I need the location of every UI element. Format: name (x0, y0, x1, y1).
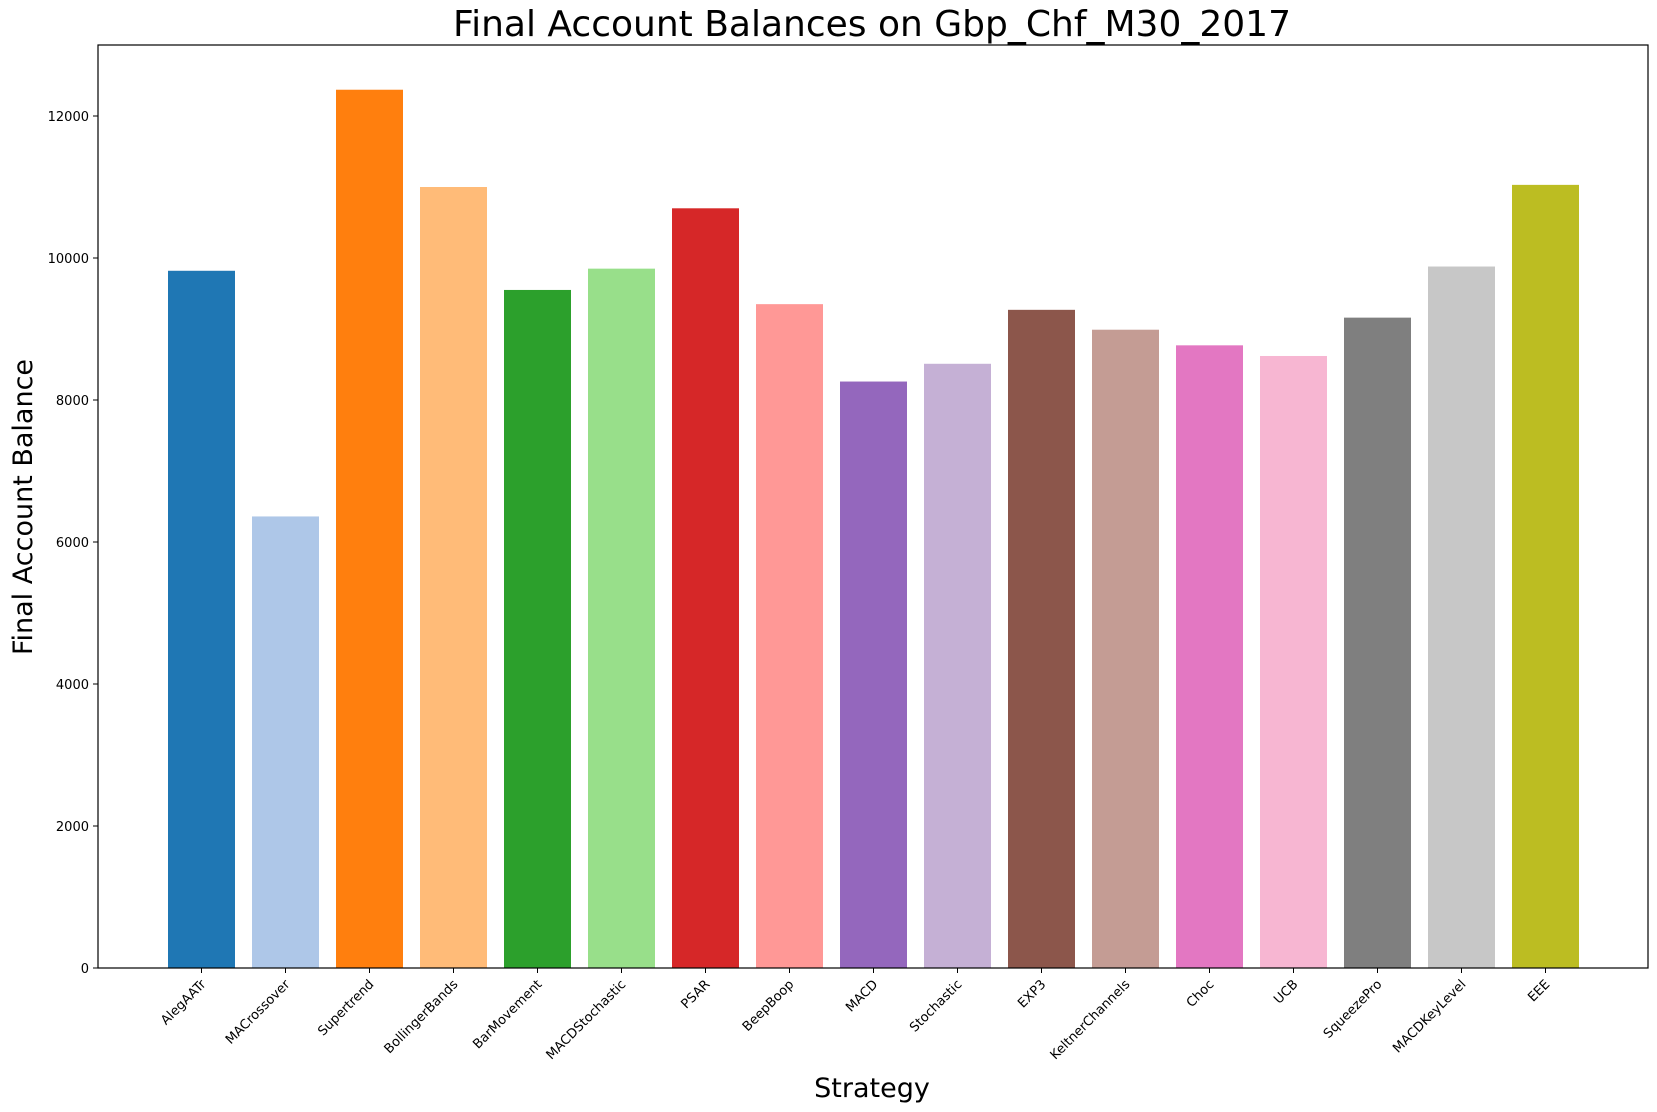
bar-ucb (1260, 355, 1327, 969)
x-tick-label: BollingerBands (382, 977, 462, 1057)
x-tick-label: PSAR (678, 977, 713, 1012)
bar-macdkeylevel (1428, 266, 1495, 968)
y-tick-label: 10000 (48, 252, 89, 267)
chart-title: Final Account Balances on Gbp_Chf_M30_20… (453, 4, 1291, 45)
x-axis-label: Strategy (814, 1073, 930, 1104)
y-tick-label: 2000 (56, 820, 89, 835)
bar-macrossover (252, 516, 319, 968)
bar-macd (840, 381, 907, 968)
x-tick-label: KeltnerChannels (1048, 977, 1134, 1063)
x-tick-label: AlegAATr (158, 977, 210, 1029)
x-tick-label: UCB (1271, 977, 1301, 1007)
bar-exp3 (1008, 309, 1075, 969)
x-tick-label: Choc (1184, 977, 1218, 1011)
x-tick-label: EXP3 (1015, 977, 1049, 1011)
x-tick-label: BeepBoop (740, 977, 797, 1034)
x-axis: AlegAATr MACrossover Supertrend BollingerBa… (158, 968, 1553, 1063)
y-tick-label: 0 (81, 962, 89, 977)
x-tick-label: Stochastic (907, 977, 965, 1035)
x-tick-label: MACD (843, 977, 881, 1015)
bar-eee (1512, 184, 1579, 968)
bar-beepboop (756, 304, 823, 968)
bar-psar (672, 208, 739, 969)
bar-alegaatr (168, 270, 235, 968)
bar-supertrend (336, 89, 403, 969)
bar-squeezepro (1344, 317, 1411, 968)
x-tick-label: EEE (1525, 977, 1553, 1005)
x-tick-label: MACrossover (223, 977, 294, 1048)
y-tick-label: 6000 (56, 536, 89, 551)
bar-bollingerbands (420, 187, 487, 968)
bars-group (168, 89, 1579, 969)
y-axis: 0 2000 4000 6000 8000 10000 12000 (48, 110, 98, 977)
bar-macdstochastic (588, 268, 655, 968)
bar-choc (1176, 345, 1243, 969)
x-tick-label: SqueezePro (1321, 977, 1386, 1042)
y-tick-label: 4000 (56, 678, 89, 693)
y-axis-label: Final Account Balance (8, 359, 39, 655)
y-tick-label: 12000 (48, 110, 89, 125)
bar-stochastic (924, 363, 991, 968)
x-tick-label: Supertrend (315, 977, 377, 1039)
x-tick-label: BarMovement (470, 977, 545, 1052)
bar-keltnerchannels (1092, 329, 1159, 969)
bar-barmovement (504, 289, 571, 968)
y-tick-label: 8000 (56, 394, 89, 409)
x-tick-label: MACDKeyLevel (1390, 977, 1469, 1056)
x-tick-label: MACDStochastic (544, 977, 630, 1063)
